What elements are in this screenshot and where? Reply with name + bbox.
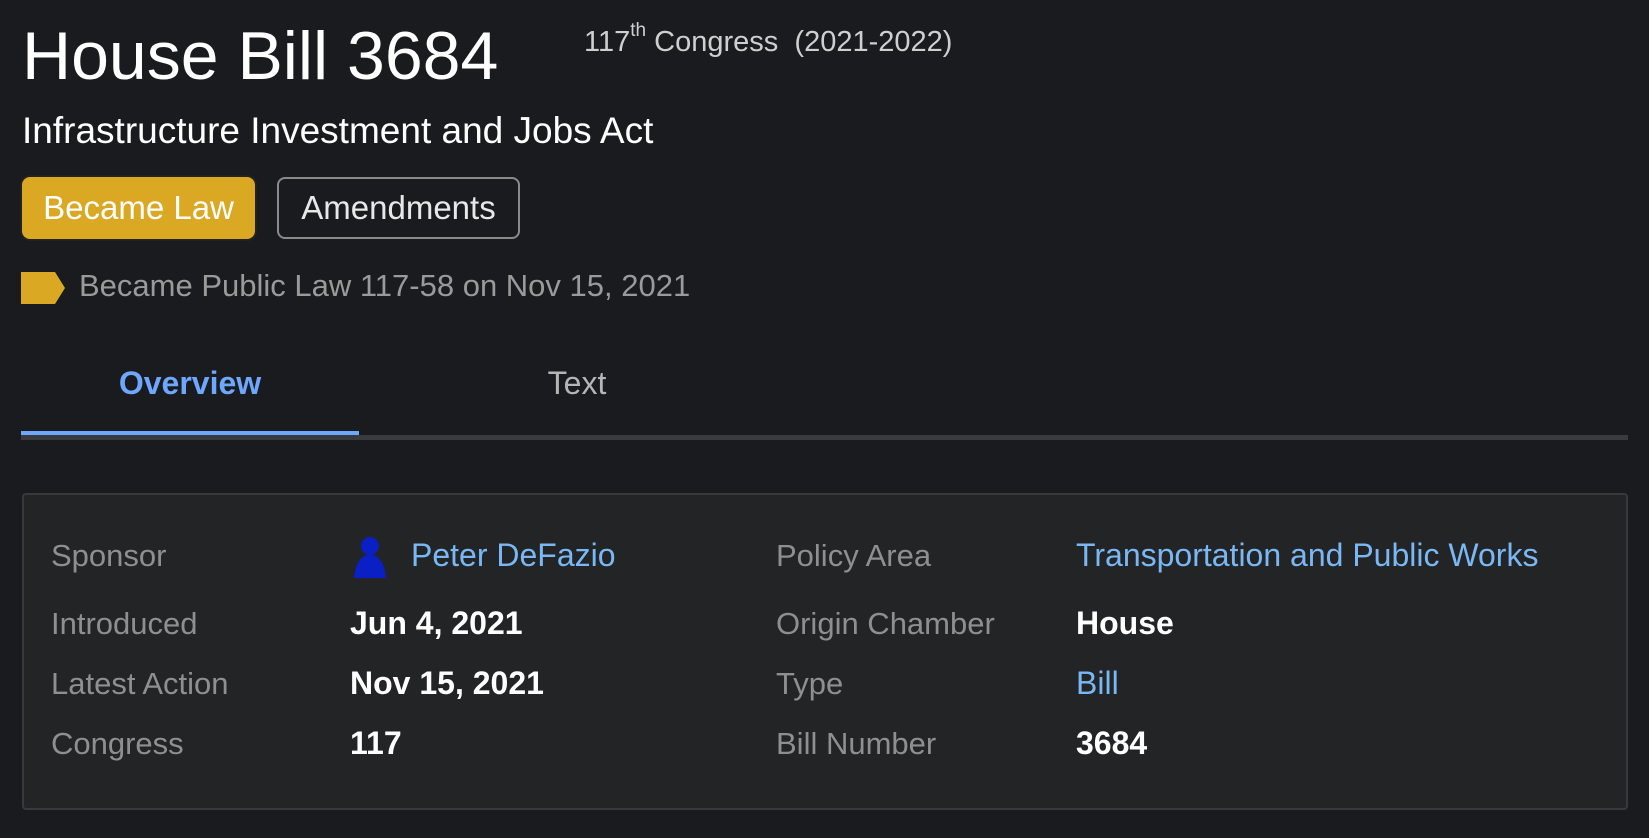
sponsor-link[interactable]: Peter DeFazio (411, 537, 616, 573)
type-link[interactable]: Bill (1076, 665, 1119, 701)
policy-area-link[interactable]: Transportation and Public Works (1076, 537, 1539, 573)
bill-number-value: 3684 (1076, 725, 1148, 761)
introduced-label: Introduced (51, 606, 198, 641)
congress-label: Congress (51, 726, 184, 761)
congress-info: 117th Congress (2021-2022) (584, 20, 953, 59)
tab-divider (21, 435, 1628, 440)
congress-suffix: th (630, 20, 647, 41)
origin-chamber-value: House (1076, 605, 1174, 641)
tab-text[interactable]: Text (547, 365, 607, 401)
policy-area-label: Policy Area (776, 538, 932, 573)
bill-number-label: Bill Number (776, 726, 937, 761)
latest-action-value: Nov 15, 2021 (350, 665, 544, 701)
law-status-text: Became Public Law 117-58 on Nov 15, 2021 (79, 268, 691, 303)
congress-label: Congress (654, 26, 779, 58)
congress-value: 117 (350, 725, 402, 761)
congress-years: (2021-2022) (794, 26, 953, 58)
latest-action-label: Latest Action (51, 666, 229, 701)
became-law-button[interactable]: Became Law (22, 177, 255, 239)
introduced-value: Jun 4, 2021 (350, 605, 523, 641)
page-title: House Bill 3684 (22, 18, 499, 94)
type-label: Type (776, 666, 844, 701)
bill-subtitle: Infrastructure Investment and Jobs Act (22, 110, 654, 151)
congress-number: 117 (584, 26, 631, 58)
tag-icon (21, 272, 65, 304)
origin-chamber-label: Origin Chamber (776, 606, 995, 641)
amendments-button[interactable]: Amendments (277, 177, 520, 239)
bill-details-card: Sponsor Peter DeFazio Policy Area Transp… (22, 493, 1628, 810)
sponsor-label: Sponsor (51, 538, 167, 573)
tab-overview[interactable]: Overview (118, 365, 262, 401)
person-icon (354, 537, 386, 578)
active-tab-indicator (21, 431, 359, 435)
